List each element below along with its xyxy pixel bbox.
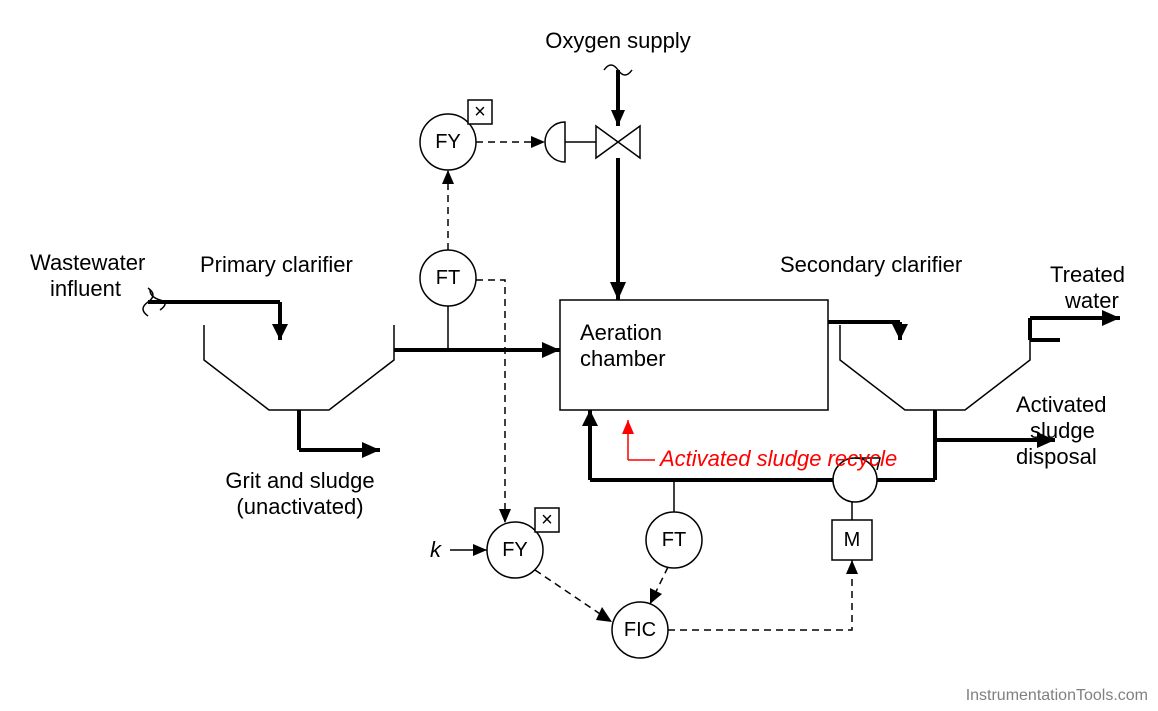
arrow-oxygen-into-chamber <box>610 282 626 300</box>
label-aeration-1: Aeration <box>580 320 662 345</box>
label-aeration-2: chamber <box>580 346 666 371</box>
mult-symbol-top: × <box>474 101 486 123</box>
valve-icon <box>596 126 640 158</box>
arrow-grit <box>362 442 380 458</box>
arrow-ft-fy <box>442 170 454 184</box>
label-grit-1: Grit and sludge <box>225 468 374 493</box>
arrow-fic-m <box>846 560 858 574</box>
label-secondary-clarifier: Secondary clarifier <box>780 252 962 277</box>
actuator-icon <box>545 122 565 162</box>
mult-symbol-bottom: × <box>541 509 553 531</box>
label-disposal-2: sludge <box>1030 418 1095 443</box>
instrument-fy-top-text: FY <box>435 131 461 153</box>
arrow-aeration-drop <box>892 324 908 340</box>
instrument-ft-top-text: FT <box>436 267 460 289</box>
label-ww-influent-2: influent <box>50 276 121 301</box>
instrument-ft-bottom-text: FT <box>662 529 686 551</box>
arrow-recycle-into-chamber <box>582 410 598 426</box>
arrow-fy-actuator <box>531 136 545 148</box>
label-oxygen-supply: Oxygen supply <box>545 28 691 53</box>
label-grit-2: (unactivated) <box>236 494 363 519</box>
label-recycle: Activated sludge recycle <box>658 446 897 471</box>
pid-diagram: Oxygen supply FY × FT Wastewater influen… <box>0 0 1158 711</box>
label-k: k <box>430 537 442 562</box>
arrow-ft-top-to-fy-bot <box>499 509 511 523</box>
motor-text: M <box>844 529 861 551</box>
arrow-fy-fic <box>596 607 612 622</box>
instrument-fic-text: FIC <box>624 619 656 641</box>
label-ww-influent-1: Wastewater <box>30 250 145 275</box>
arrow-k <box>473 544 487 556</box>
recycle-red-arrowhead <box>622 420 634 434</box>
arrow-primary-to-aeration <box>542 342 560 358</box>
signal-ft-top-to-fy-bot <box>476 280 505 523</box>
watermark: InstrumentationTools.com <box>966 687 1148 704</box>
label-disposal-1: Activated <box>1016 392 1107 417</box>
primary-clarifier-outline <box>204 325 394 410</box>
signal-fic-m <box>668 560 852 630</box>
label-treated-2: water <box>1064 288 1119 313</box>
label-treated-1: Treated <box>1050 262 1125 287</box>
label-primary-clarifier: Primary clarifier <box>200 252 353 277</box>
instrument-fy-bottom-text: FY <box>502 539 528 561</box>
secondary-clarifier-outline <box>840 325 1030 410</box>
arrow-influent-drop <box>272 324 288 340</box>
label-disposal-3: disposal <box>1016 444 1097 469</box>
